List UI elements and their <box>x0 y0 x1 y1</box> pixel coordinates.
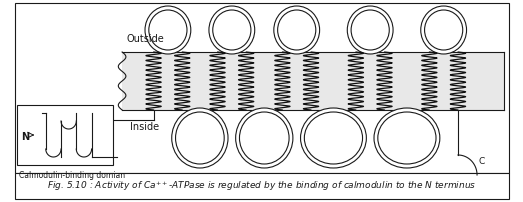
Text: C: C <box>479 157 485 166</box>
Text: N: N <box>21 132 29 142</box>
Ellipse shape <box>374 108 440 168</box>
Ellipse shape <box>240 112 289 164</box>
Text: Calmodulin-binding domian: Calmodulin-binding domian <box>19 171 125 180</box>
Ellipse shape <box>149 10 187 50</box>
Bar <box>15 3 508 173</box>
Ellipse shape <box>236 108 293 168</box>
Ellipse shape <box>301 108 367 168</box>
Bar <box>15 173 508 199</box>
Ellipse shape <box>420 6 467 54</box>
Ellipse shape <box>176 112 224 164</box>
Ellipse shape <box>274 6 320 54</box>
Ellipse shape <box>278 10 316 50</box>
Bar <box>122 52 504 110</box>
Text: Inside: Inside <box>130 122 159 132</box>
Ellipse shape <box>347 6 393 54</box>
Text: D: D <box>261 112 268 121</box>
Ellipse shape <box>351 10 389 50</box>
Text: Fig. 5.10 : Activity of Ca$^{++}$-ATPase is regulated by the binding of calmodul: Fig. 5.10 : Activity of Ca$^{++}$-ATPase… <box>47 179 476 193</box>
Text: Outside: Outside <box>127 34 165 44</box>
Ellipse shape <box>145 6 191 54</box>
Ellipse shape <box>213 10 251 50</box>
Ellipse shape <box>209 6 255 54</box>
Ellipse shape <box>172 108 228 168</box>
Bar <box>17 105 112 165</box>
Ellipse shape <box>425 10 463 50</box>
Ellipse shape <box>378 112 436 164</box>
Ellipse shape <box>304 112 362 164</box>
